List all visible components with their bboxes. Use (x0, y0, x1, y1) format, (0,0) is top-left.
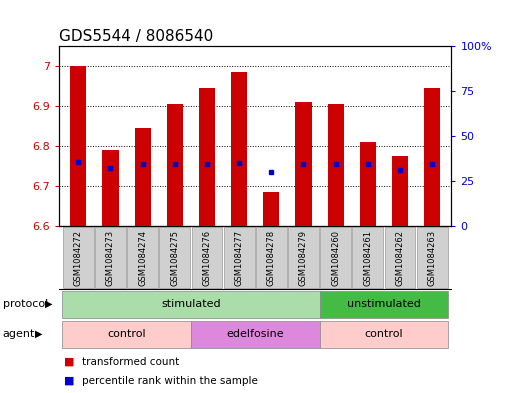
Bar (360, 142, 376, 226)
Bar (191, 228, 223, 288)
Bar (63, 228, 94, 288)
Bar (95, 228, 126, 288)
Text: control: control (365, 329, 403, 339)
Text: unstimulated: unstimulated (347, 299, 421, 309)
Text: edelfosine: edelfosine (226, 329, 284, 339)
Bar (385, 228, 416, 288)
Bar (256, 228, 287, 288)
Bar (417, 228, 447, 288)
Bar (62, 290, 320, 318)
Text: GSM1084272: GSM1084272 (74, 230, 83, 286)
Bar (231, 72, 247, 226)
Text: GSM1084273: GSM1084273 (106, 230, 115, 286)
Bar (320, 321, 448, 347)
Text: GSM1084262: GSM1084262 (396, 230, 404, 286)
Bar (320, 290, 448, 318)
Bar (224, 228, 254, 288)
Text: agent: agent (3, 329, 35, 339)
Bar (320, 228, 351, 288)
Bar (424, 88, 440, 226)
Text: ▶: ▶ (35, 329, 43, 339)
Text: protocol: protocol (3, 299, 48, 309)
Bar (263, 192, 280, 226)
Text: GDS5544 / 8086540: GDS5544 / 8086540 (59, 29, 213, 44)
Text: stimulated: stimulated (161, 299, 221, 309)
Text: GSM1084276: GSM1084276 (203, 230, 211, 286)
Text: GSM1084261: GSM1084261 (363, 230, 372, 286)
Text: control: control (107, 329, 146, 339)
Bar (70, 66, 86, 226)
Bar (392, 156, 408, 226)
Text: GSM1084278: GSM1084278 (267, 230, 276, 286)
Bar (328, 104, 344, 226)
Bar (62, 321, 191, 347)
Bar (288, 228, 319, 288)
Bar (295, 102, 311, 226)
Text: GSM1084274: GSM1084274 (138, 230, 147, 286)
Bar (103, 150, 119, 226)
Text: GSM1084279: GSM1084279 (299, 230, 308, 286)
Text: GSM1084263: GSM1084263 (428, 230, 437, 286)
Bar (191, 321, 320, 347)
Bar (167, 104, 183, 226)
Bar (134, 128, 151, 226)
Text: GSM1084260: GSM1084260 (331, 230, 340, 286)
Bar (199, 88, 215, 226)
Bar (352, 228, 383, 288)
Text: ▶: ▶ (45, 299, 52, 309)
Text: GSM1084277: GSM1084277 (234, 230, 244, 286)
Text: GSM1084275: GSM1084275 (170, 230, 180, 286)
Text: ■: ■ (64, 376, 74, 386)
Text: ■: ■ (64, 357, 74, 367)
Bar (160, 228, 190, 288)
Text: transformed count: transformed count (82, 357, 180, 367)
Text: percentile rank within the sample: percentile rank within the sample (82, 376, 258, 386)
Bar (127, 228, 158, 288)
